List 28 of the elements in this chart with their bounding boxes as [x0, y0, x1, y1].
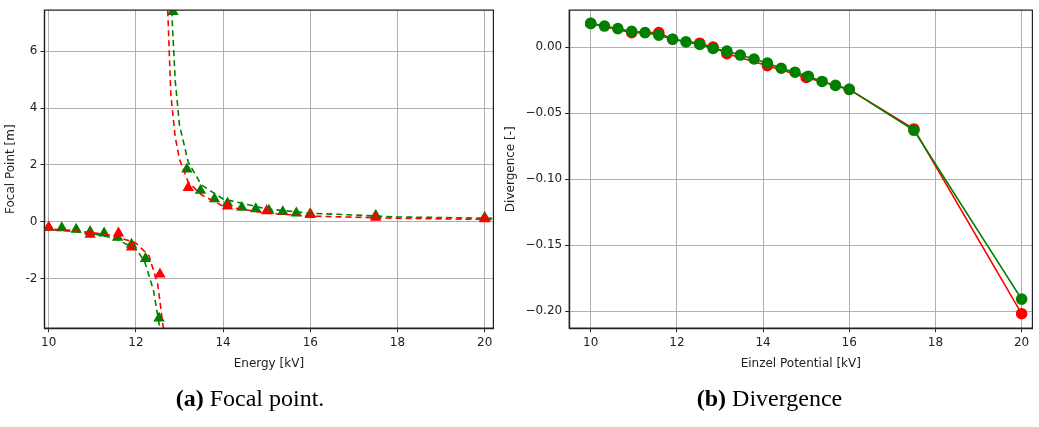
y-tick-label: 2	[29, 157, 38, 172]
text: (a) Focal point.	[175, 385, 325, 411]
x-tick-label: 10	[583, 334, 599, 349]
x-tick-label: 12	[128, 334, 144, 349]
y-tick-label: 0.00	[535, 39, 563, 54]
x-tick-label: 18	[389, 334, 406, 349]
y-axis-title: Divergence [-]	[503, 126, 518, 213]
y-tick-label: −0.05	[525, 105, 563, 120]
x-tick-label: 14	[755, 334, 771, 349]
y-axis-title: Focal Point [m]	[3, 124, 18, 214]
y-tick-label: −0.10	[525, 171, 563, 186]
x-tick-label: 16	[302, 334, 318, 349]
y-tick-label: −0.15	[525, 237, 563, 252]
text: (b) Divergence	[696, 385, 843, 411]
y-tick-label: −0.20	[525, 303, 563, 318]
y-tick-label: 0	[29, 213, 38, 228]
y-tick-label: -2	[25, 270, 38, 285]
x-tick-label: 18	[927, 334, 944, 349]
x-tick-label: 12	[669, 334, 685, 349]
x-axis-title: Energy [kV]	[233, 355, 305, 370]
x-tick-label: 20	[477, 334, 493, 349]
y-tick-label: 6	[29, 43, 38, 58]
x-tick-label: 14	[215, 334, 231, 349]
x-tick-label: 20	[1013, 334, 1030, 349]
x-tick-label: 16	[841, 334, 857, 349]
y-tick-label: 4	[29, 100, 38, 115]
x-axis-title: Einzel Potential [kV]	[740, 355, 861, 370]
x-tick-label: 10	[41, 334, 57, 349]
